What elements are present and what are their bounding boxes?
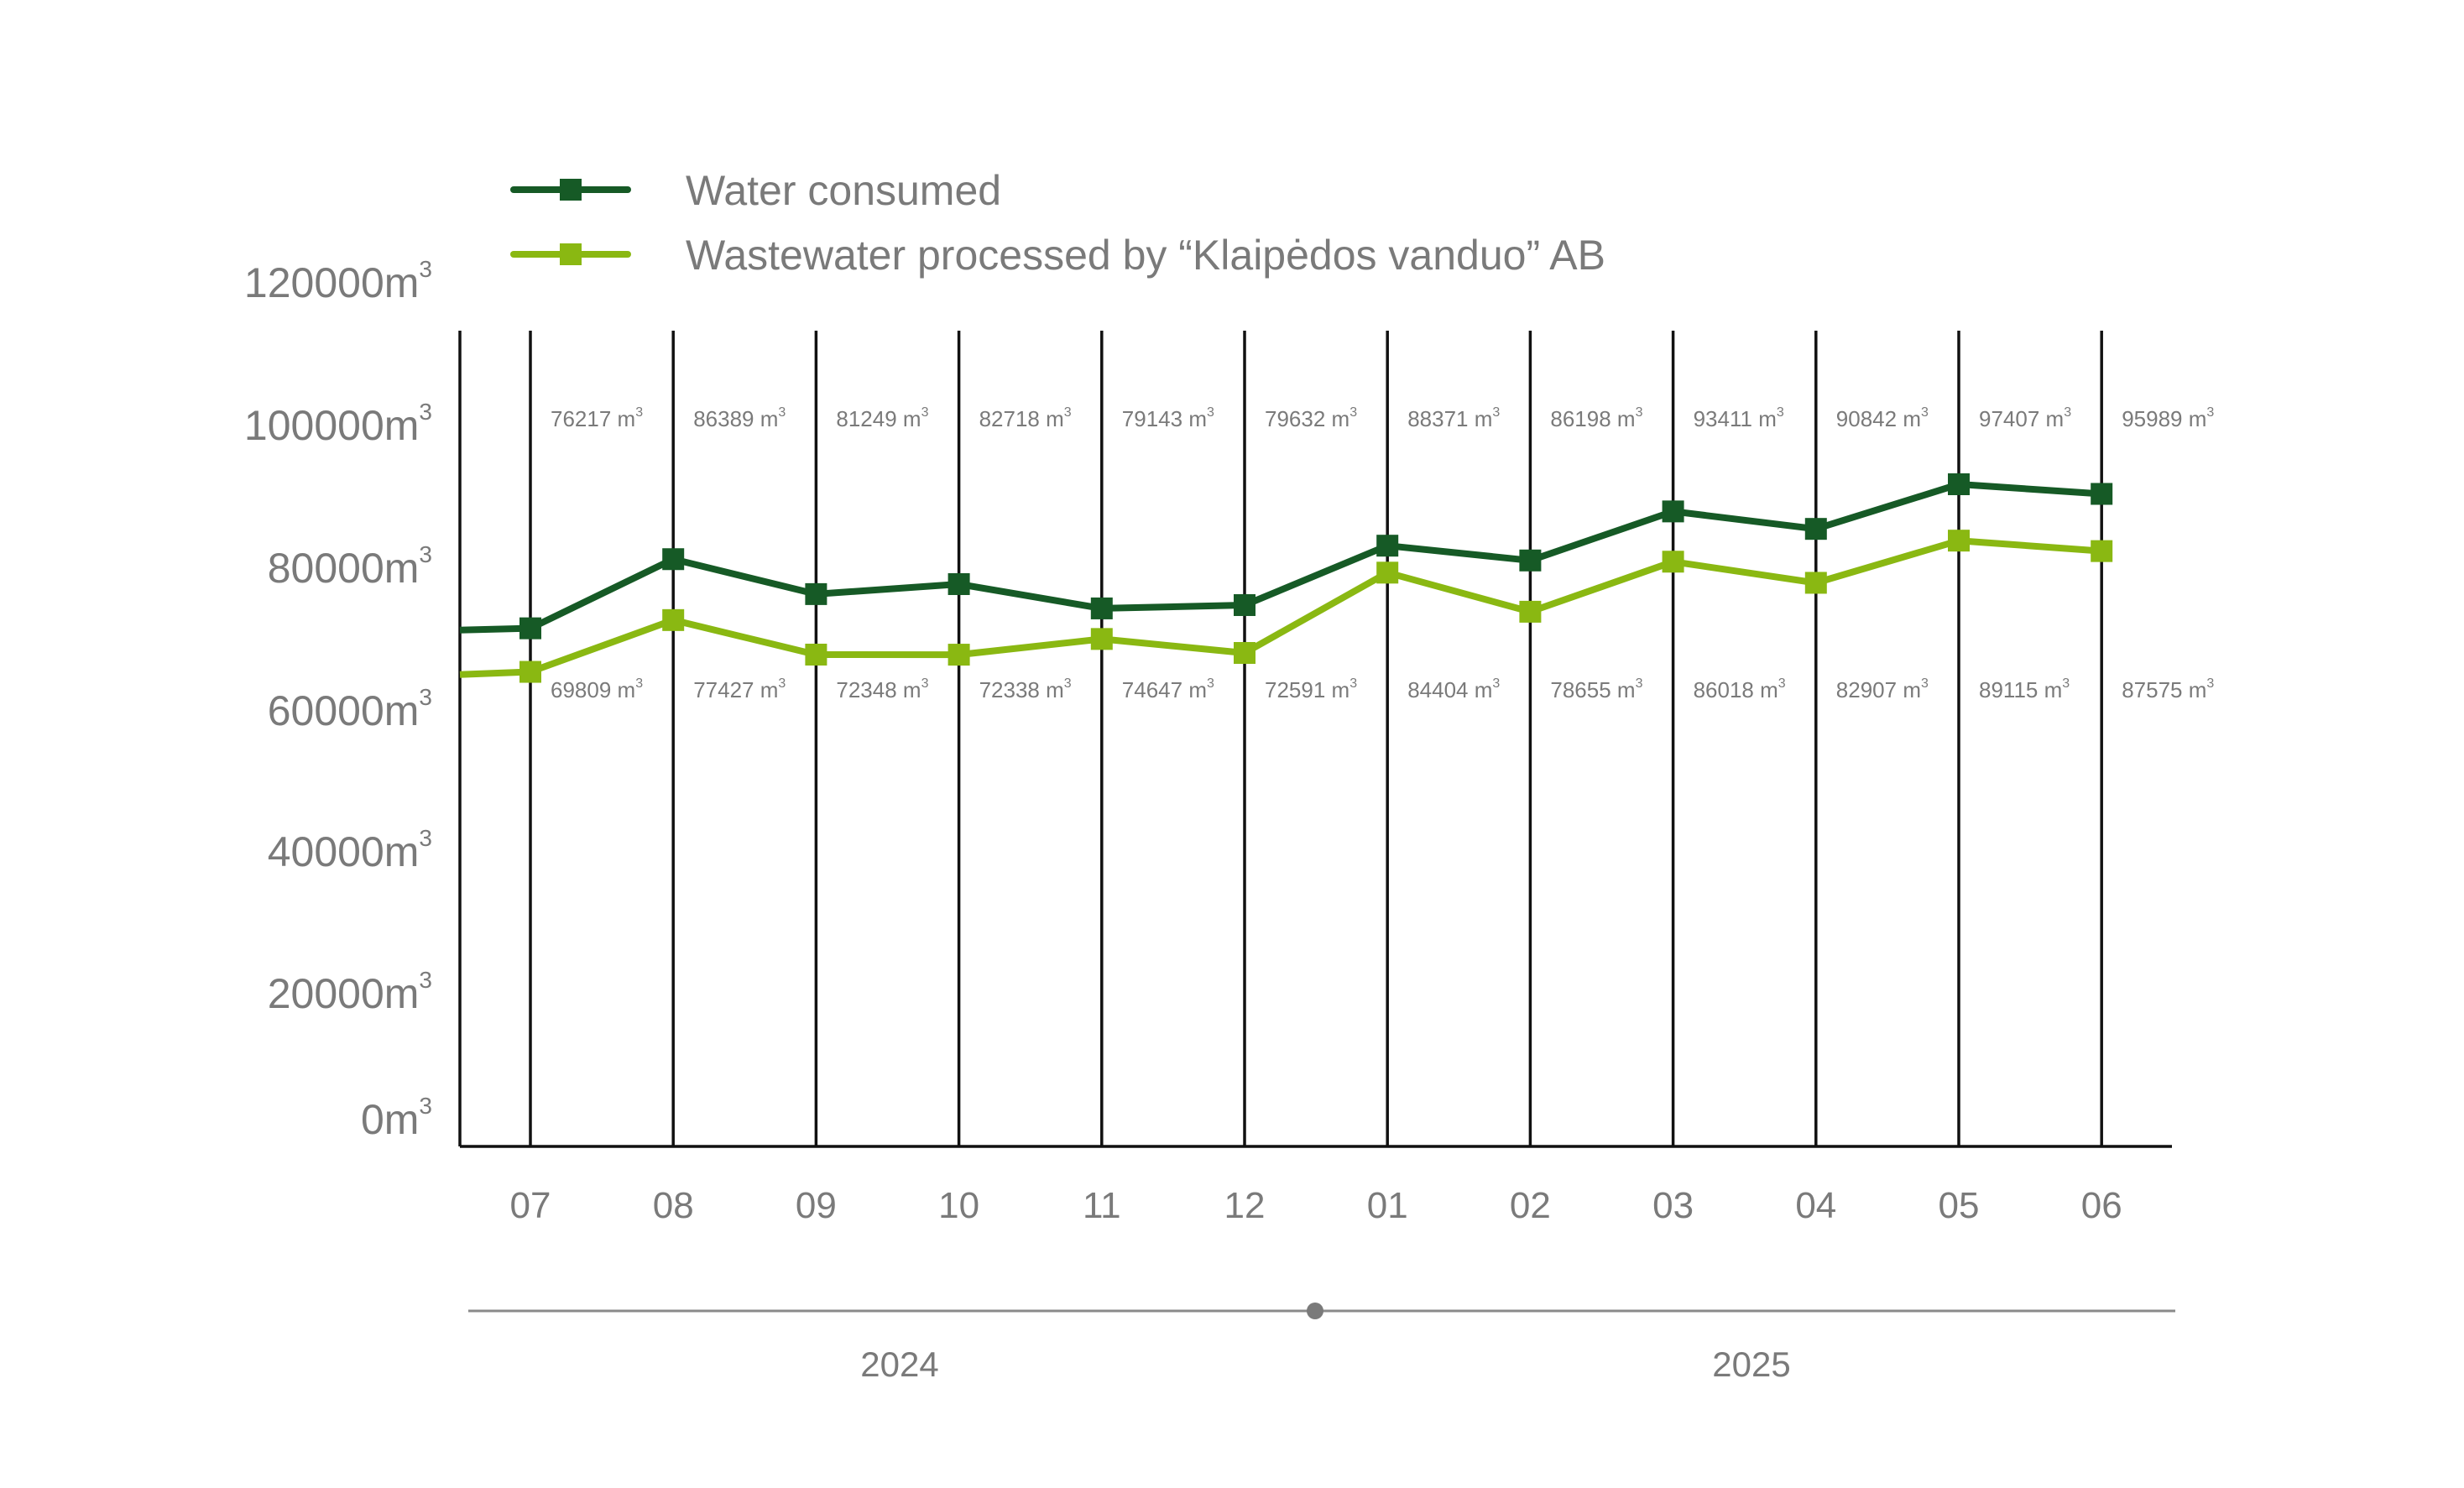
value-label: 79143 m3 bbox=[1122, 405, 1214, 431]
data-point-marker bbox=[947, 644, 970, 666]
legend-label-wastewater: Wastewater processed by “Klaipėdos vandu… bbox=[686, 232, 1605, 279]
data-point-marker bbox=[662, 608, 685, 631]
year-label: 2025 bbox=[1712, 1344, 1790, 1384]
value-label: 79632 m3 bbox=[1265, 405, 1357, 431]
value-label: 86018 m3 bbox=[1694, 676, 1786, 702]
legend-item-wastewater: Wastewater processed by “Klaipėdos vandu… bbox=[510, 232, 1605, 279]
value-label: 89115 m3 bbox=[1979, 676, 2070, 702]
value-label: 90842 m3 bbox=[1836, 405, 1929, 431]
x-tick-label: 07 bbox=[510, 1185, 551, 1226]
value-label: 97407 m3 bbox=[1979, 405, 2071, 431]
x-tick-label: 09 bbox=[796, 1185, 837, 1226]
data-point-marker bbox=[1376, 535, 1399, 557]
series-lines bbox=[459, 481, 2102, 678]
x-tick-label: 02 bbox=[1510, 1185, 1551, 1226]
x-tick-label: 10 bbox=[938, 1185, 979, 1226]
data-point-marker bbox=[805, 582, 827, 605]
series-line-wastewater bbox=[459, 537, 2102, 678]
y-tick-label: 0m3 bbox=[361, 1093, 432, 1143]
x-tick-label: 05 bbox=[1939, 1185, 1980, 1226]
value-label: 84404 m3 bbox=[1407, 676, 1500, 702]
legend: Water consumed Wastewater processed by “… bbox=[510, 167, 1605, 279]
legend-label-water-consumed: Water consumed bbox=[686, 167, 1001, 214]
data-point-marker bbox=[1948, 473, 1970, 496]
data-point-marker bbox=[1662, 500, 1684, 523]
data-point-marker bbox=[1234, 593, 1255, 616]
data-point-marker bbox=[1234, 642, 1255, 665]
x-tick-label: 03 bbox=[1652, 1185, 1694, 1226]
data-point-marker bbox=[2091, 540, 2113, 562]
y-tick-label: 80000m3 bbox=[268, 541, 432, 592]
data-point-marker bbox=[662, 548, 685, 571]
value-label: 76217 m3 bbox=[551, 405, 643, 431]
y-tick-label: 120000m3 bbox=[244, 256, 432, 306]
x-tick-label: 08 bbox=[653, 1185, 694, 1226]
legend-item-water-consumed: Water consumed bbox=[510, 167, 1001, 214]
value-label: 72338 m3 bbox=[979, 676, 1072, 702]
y-tick-label: 60000m3 bbox=[268, 684, 432, 734]
x-axis-tick-labels: 07 08 09 10 11 12 01 02 03 04 05 06 bbox=[510, 1185, 2122, 1226]
value-label: 95989 m3 bbox=[2122, 405, 2214, 431]
x-tick-label: 01 bbox=[1367, 1185, 1408, 1226]
data-point-marker bbox=[2091, 483, 2113, 505]
legend-marker-wastewater bbox=[560, 243, 582, 265]
y-tick-label: 40000m3 bbox=[268, 825, 432, 875]
legend-marker-water-consumed bbox=[560, 179, 582, 201]
timeline-divider-dot bbox=[1307, 1303, 1323, 1319]
x-tick-label: 06 bbox=[2081, 1185, 2122, 1226]
data-point-marker bbox=[1519, 600, 1542, 623]
y-axis-tick-labels: 0m3 20000m3 40000m3 60000m3 80000m3 100000m3 1… bbox=[244, 256, 432, 1143]
data-point-marker bbox=[1519, 549, 1542, 572]
data-point-marker bbox=[1804, 518, 1827, 540]
data-point-marker bbox=[519, 660, 541, 683]
x-tick-label: 12 bbox=[1224, 1185, 1266, 1226]
value-label: 88371 m3 bbox=[1407, 405, 1500, 431]
x-tick-label: 11 bbox=[1083, 1185, 1121, 1226]
value-label: 81249 m3 bbox=[836, 405, 928, 431]
data-point-marker bbox=[1090, 628, 1113, 650]
year-timeline: 2024 2025 bbox=[468, 1303, 2175, 1384]
value-label: 72591 m3 bbox=[1265, 676, 1357, 702]
vertical-gridlines bbox=[458, 331, 2103, 1146]
data-point-marker bbox=[1662, 551, 1684, 573]
data-point-marker bbox=[1090, 597, 1113, 619]
data-point-marker bbox=[1376, 561, 1399, 584]
y-tick-label: 20000m3 bbox=[268, 967, 432, 1017]
data-point-marker bbox=[805, 643, 827, 666]
y-tick-label: 100000m3 bbox=[244, 399, 432, 449]
series-markers bbox=[519, 473, 2113, 683]
data-point-marker bbox=[519, 617, 541, 640]
value-label: 82907 m3 bbox=[1836, 676, 1929, 702]
value-label: 93411 m3 bbox=[1694, 405, 1784, 431]
value-label: 77427 m3 bbox=[693, 676, 786, 702]
data-point-marker bbox=[1948, 530, 1970, 552]
value-label: 69809 m3 bbox=[551, 676, 643, 702]
series-line-water-consumed bbox=[459, 481, 2102, 634]
value-label: 78655 m3 bbox=[1550, 676, 1642, 702]
value-labels: 76217 m3 86389 m3 81249 m3 82718 m3 79143 m3… bbox=[551, 405, 2214, 702]
value-label: 87575 m3 bbox=[2122, 676, 2214, 702]
data-point-marker bbox=[947, 572, 970, 595]
data-point-marker bbox=[1804, 572, 1827, 594]
value-label: 86389 m3 bbox=[693, 405, 786, 431]
value-label: 74647 m3 bbox=[1122, 676, 1214, 702]
value-label: 82718 m3 bbox=[979, 405, 1072, 431]
value-label: 86198 m3 bbox=[1550, 405, 1642, 431]
value-label: 72348 m3 bbox=[836, 676, 928, 702]
year-label: 2024 bbox=[860, 1344, 938, 1384]
x-tick-label: 04 bbox=[1795, 1185, 1836, 1226]
